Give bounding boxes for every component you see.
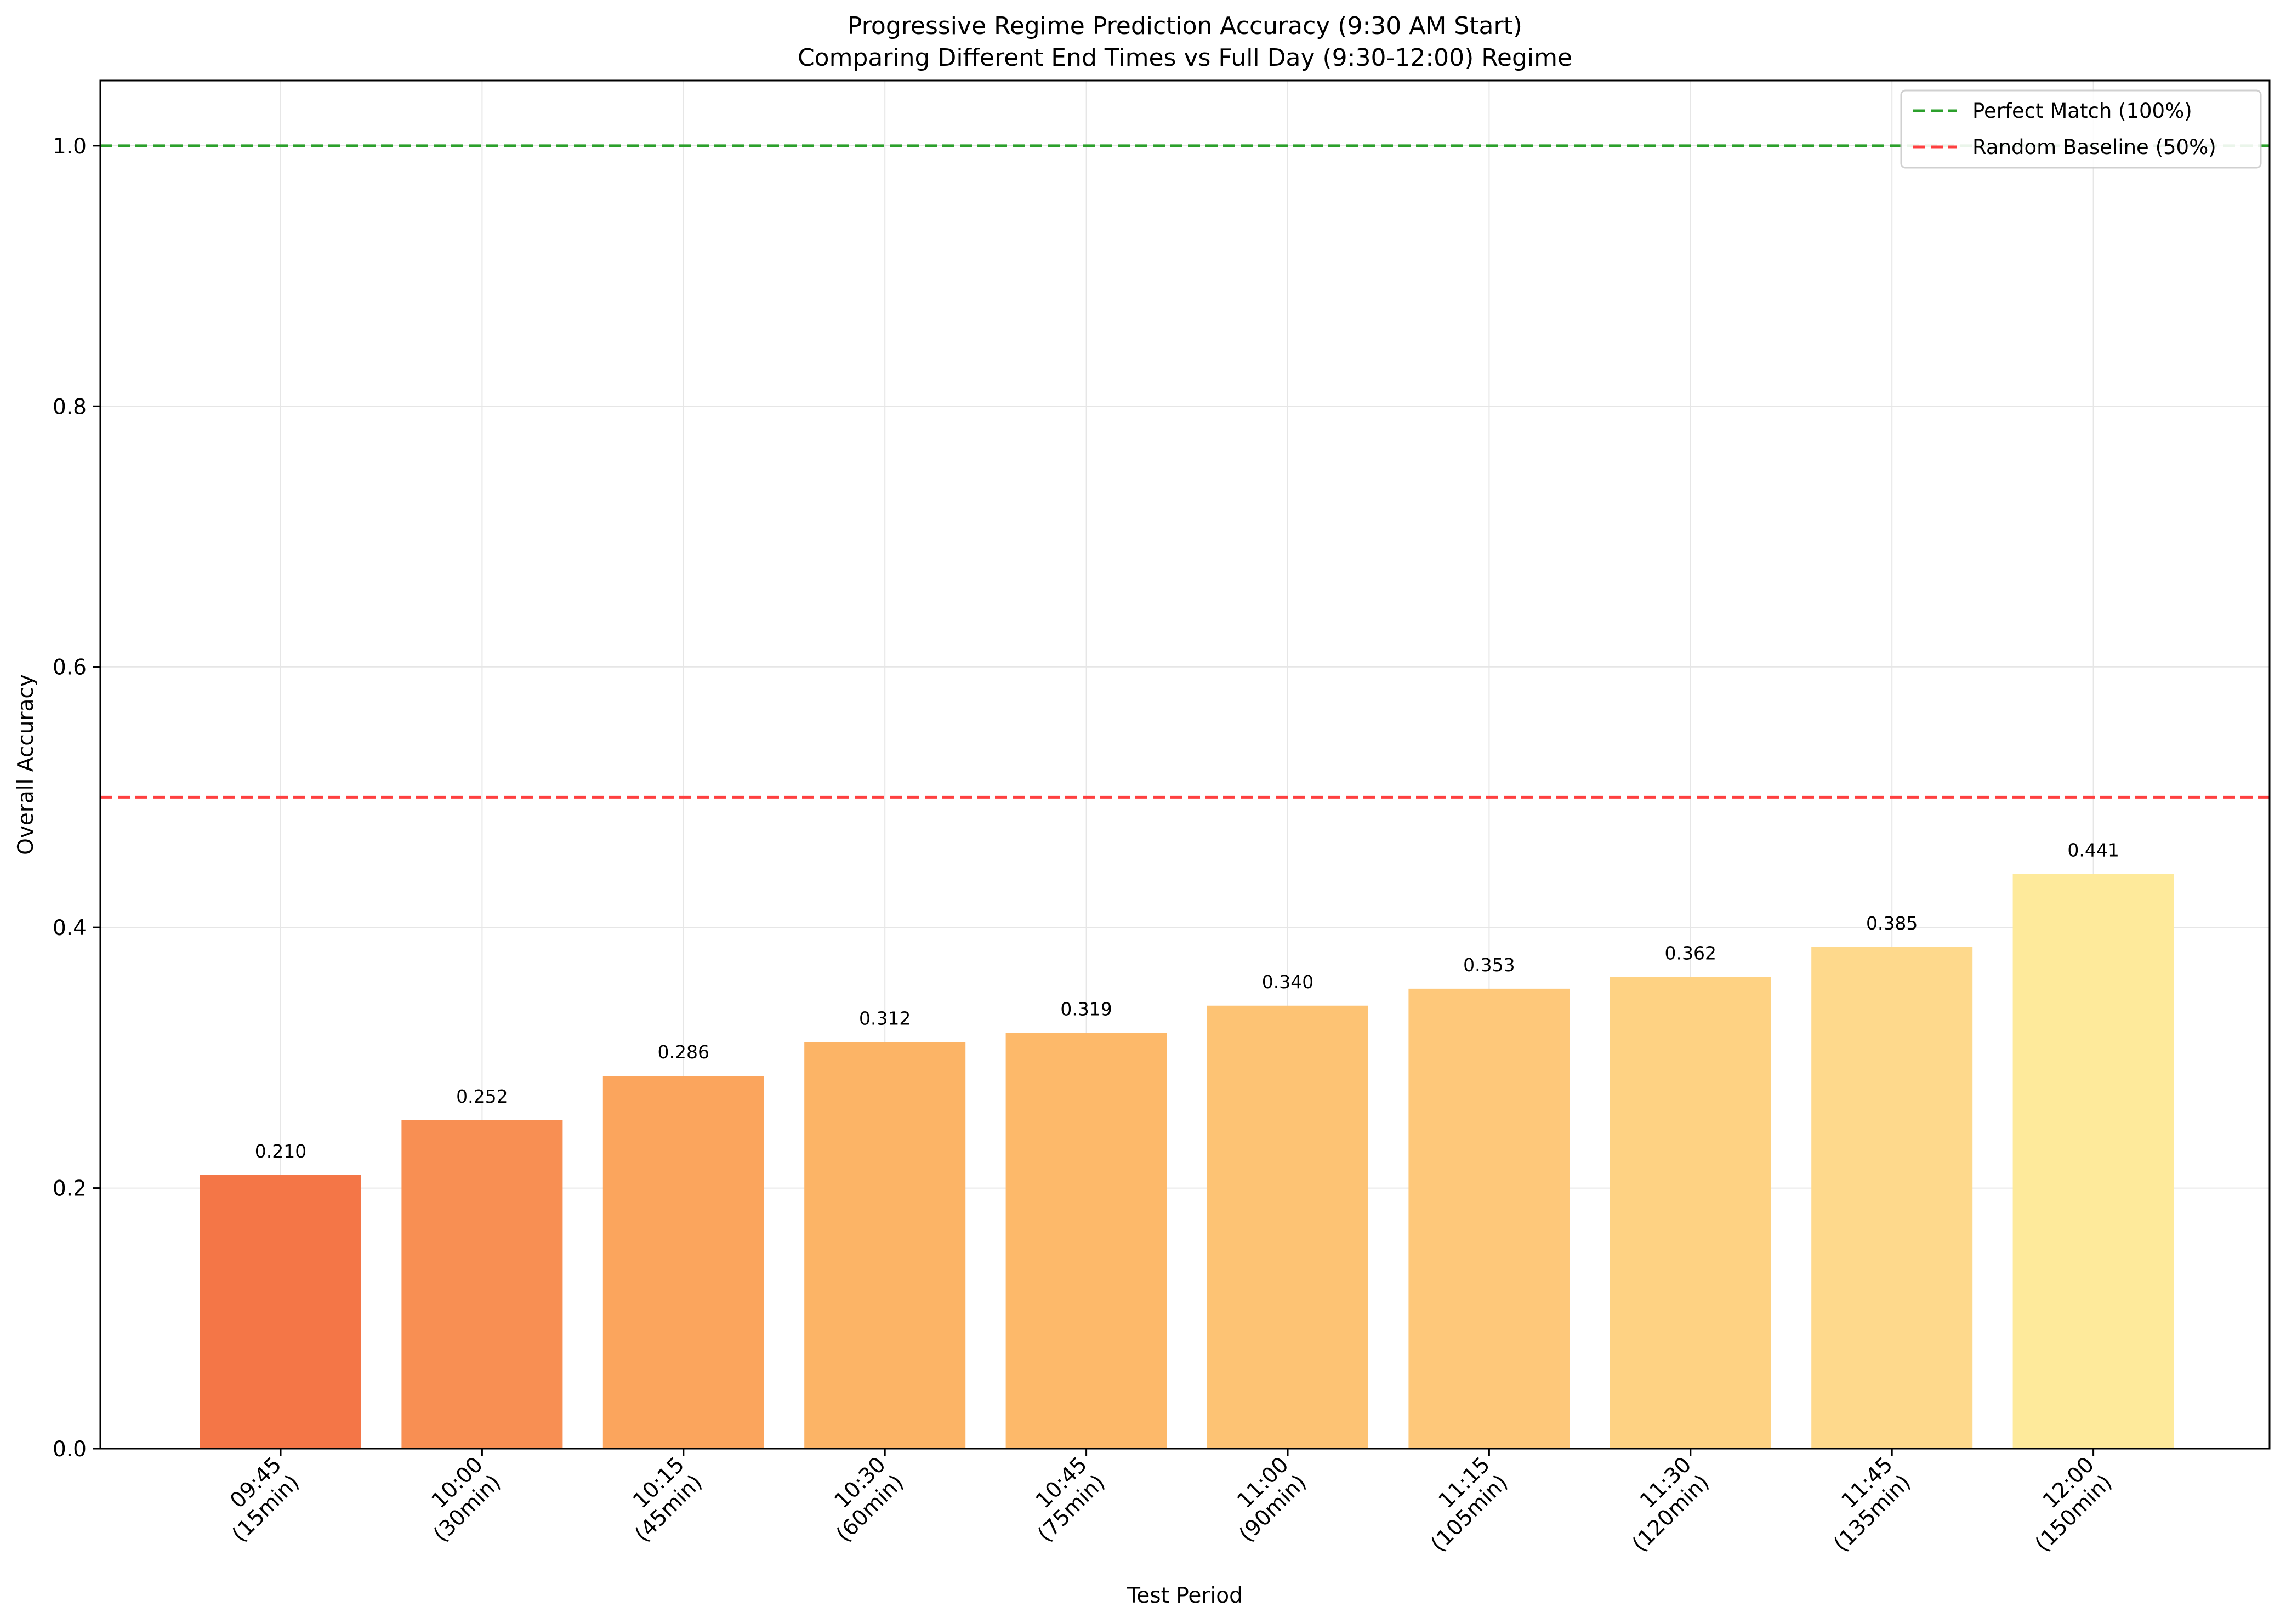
bar: [602, 1076, 764, 1449]
bar-value-label: 0.286: [658, 1041, 709, 1063]
bar: [401, 1120, 563, 1449]
bar-value-label: 0.210: [255, 1141, 306, 1162]
y-tick-label: 0.4: [53, 916, 87, 941]
plot-frame: [99, 79, 2271, 1450]
x-tick-label: 10:00(30min): [427, 1452, 506, 1547]
chart-title-line2: Comparing Different End Times vs Full Da…: [798, 44, 1572, 72]
legend-entry-label: Perfect Match (100%): [1972, 99, 2192, 123]
y-tick-label: 0.6: [53, 656, 87, 680]
y-axis-label: Overall Accuracy: [14, 674, 38, 855]
bar: [804, 1042, 966, 1449]
bar: [2012, 874, 2174, 1449]
bar: [1811, 947, 1973, 1449]
bar: [1610, 977, 1771, 1449]
bar-value-label: 0.385: [1866, 913, 1918, 934]
legend-box: [1900, 89, 2262, 169]
bar-value-label: 0.312: [859, 1007, 911, 1029]
x-tick-label: 11:30(120min): [1628, 1452, 1714, 1557]
x-tick-label: 09:45(15min): [225, 1452, 304, 1547]
legend-entry-label: Random Baseline (50%): [1972, 135, 2216, 159]
x-tick-label: 11:15(105min): [1426, 1452, 1513, 1557]
x-tick-label: 10:15(45min): [628, 1452, 707, 1547]
bar-value-label: 0.362: [1665, 942, 1716, 964]
y-tick-label: 0.8: [53, 395, 87, 419]
x-axis-label: Test Period: [1127, 1583, 1243, 1608]
x-tick-label: 11:00(90min): [1232, 1452, 1311, 1547]
y-tick-label: 1.0: [53, 134, 87, 159]
bar: [200, 1175, 361, 1449]
bar-value-label: 0.319: [1060, 999, 1112, 1020]
bar: [1408, 988, 1570, 1449]
x-tick-label: 11:45(135min): [1829, 1452, 1915, 1557]
y-tick-label: 0.2: [53, 1177, 87, 1201]
bar-value-label: 0.340: [1262, 971, 1313, 993]
bar-value-label: 0.252: [456, 1086, 508, 1107]
bar-value-label: 0.353: [1463, 954, 1515, 976]
chart-title-line1: Progressive Regime Prediction Accuracy (…: [848, 12, 1522, 40]
x-tick-label: 12:00(150min): [2031, 1452, 2117, 1557]
x-tick-label: 10:45(75min): [1031, 1452, 1110, 1547]
bar: [1005, 1033, 1167, 1449]
bar: [1207, 1005, 1368, 1449]
y-tick-label: 0.0: [53, 1437, 87, 1462]
x-tick-label: 10:30(60min): [829, 1452, 908, 1547]
bar-value-label: 0.441: [2067, 840, 2119, 861]
